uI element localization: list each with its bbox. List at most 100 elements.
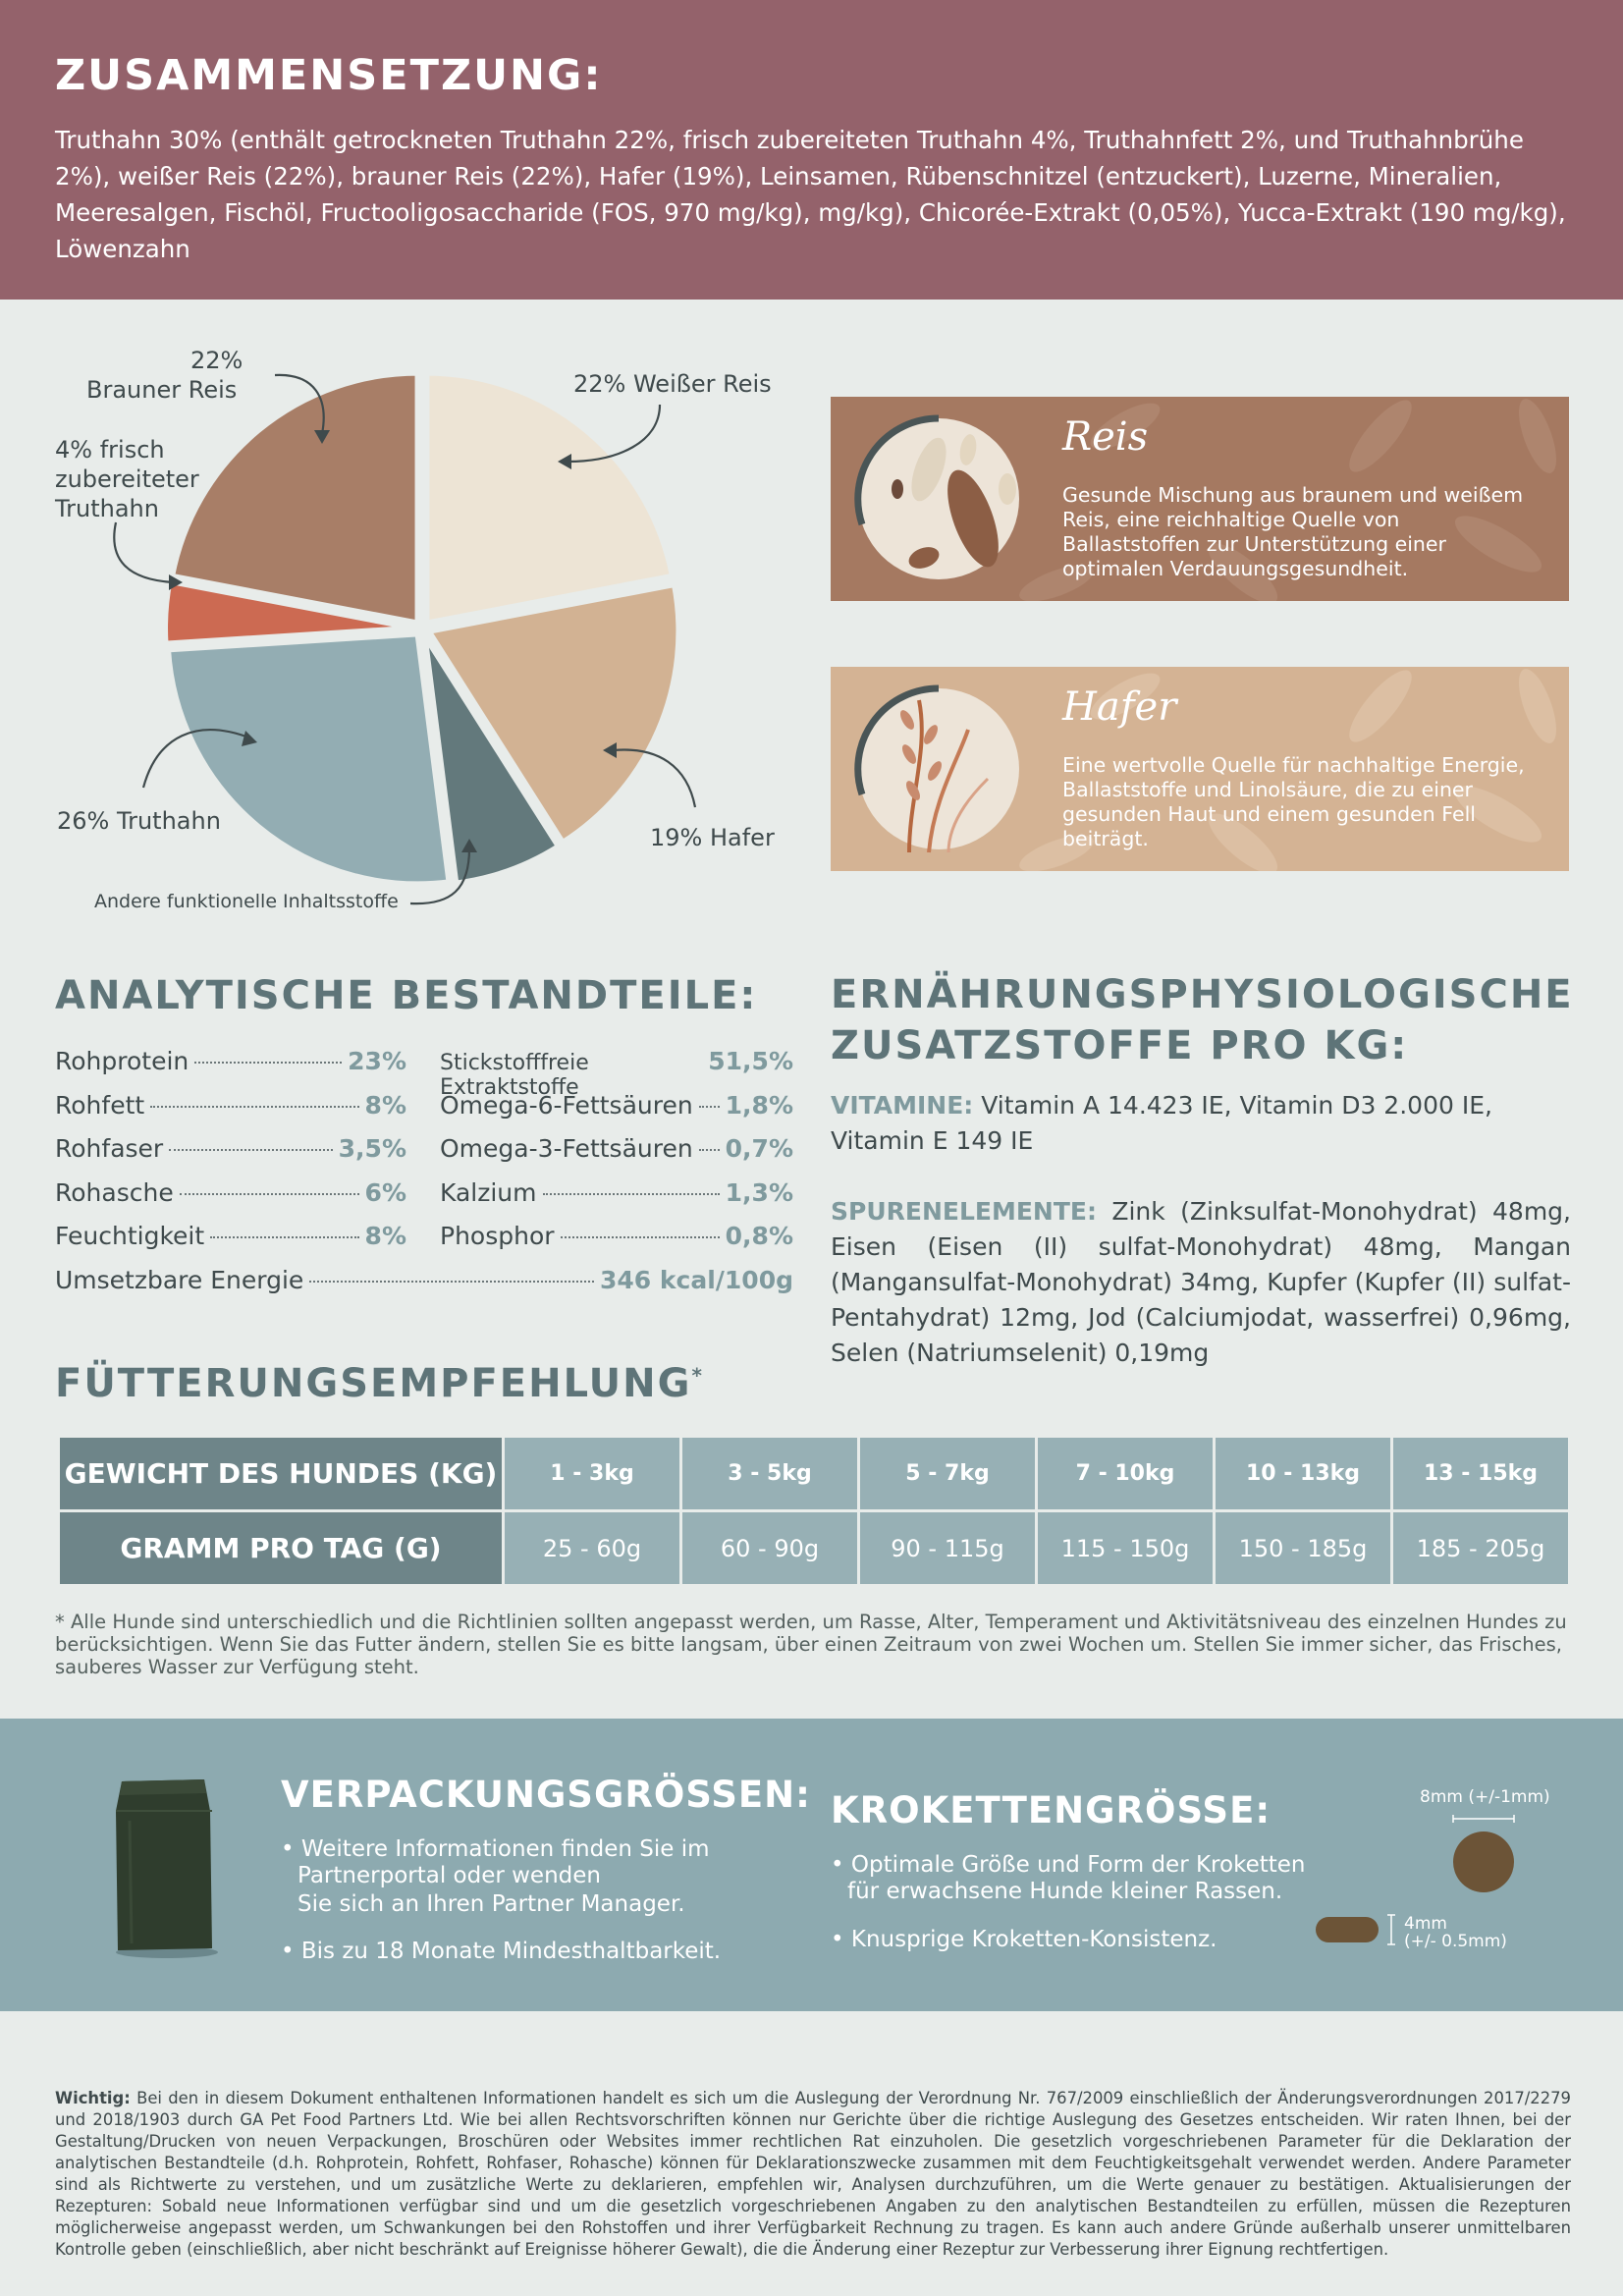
pie-slice xyxy=(423,369,676,628)
feeding-title: FÜTTERUNGSEMPFEHLUNG* xyxy=(55,1361,704,1406)
rice-icon xyxy=(854,414,1019,579)
pie-slice xyxy=(423,580,682,847)
weight-cell: 7 - 10kg xyxy=(1038,1438,1213,1509)
analytics-row: Rohprotein 23% xyxy=(55,1047,406,1075)
label-brauner-reis: Brauner Reis xyxy=(86,376,238,404)
packaging-bullet-1-line-2: Partnerportal oder wenden xyxy=(298,1863,601,1888)
analytics-value: 8% xyxy=(364,1090,406,1120)
vitamine-paragraph: VITAMINE: Vitamin A 14.423 IE, Vitamin D… xyxy=(831,1088,1571,1159)
kibble-bullet-1-line-2: für erwachsene Hunde kleiner Rassen. xyxy=(847,1879,1283,1904)
packaging-bullet-1-line-1: • Weitere Informationen finden Sie im xyxy=(281,1836,710,1862)
dot-leader xyxy=(560,1236,720,1238)
weight-cell: 10 - 13kg xyxy=(1216,1438,1390,1509)
dot-leader xyxy=(169,1149,333,1151)
card-hafer-title: Hafer xyxy=(1062,684,1177,730)
analytics-energy-value: 346 kcal/100g xyxy=(600,1266,793,1294)
card-hafer: Hafer Eine wertvolle Quelle für nachhalt… xyxy=(831,667,1569,871)
row-head-grams: GRAMM PRO TAG (G) xyxy=(60,1512,502,1584)
disclaimer-text: Bei den in diesem Dokument enthaltenen I… xyxy=(55,2089,1571,2259)
row-head-weight: GEWICHT DES HUNDES (KG) xyxy=(60,1438,502,1509)
dot-leader xyxy=(179,1192,359,1195)
weight-cell: 5 - 7kg xyxy=(860,1438,1035,1509)
arrowhead-frisch xyxy=(169,574,183,590)
analytics-name: Omega-3-Fettsäuren xyxy=(440,1134,693,1163)
feeding-asterisk: * xyxy=(691,1363,704,1388)
card-reis-title: Reis xyxy=(1062,414,1149,460)
spuren-label: SPURENELEMENTE: xyxy=(831,1197,1097,1226)
label-hafer: 19% Hafer xyxy=(650,824,775,851)
vitamine-label: VITAMINE: xyxy=(831,1091,974,1120)
pie-slice xyxy=(168,369,421,628)
ingredient-pie-chart xyxy=(162,369,682,888)
composition-title: ZUSAMMENSETZUNG: xyxy=(55,51,603,100)
card-reis-text: Gesunde Mischung aus braunem und weißem … xyxy=(1062,483,1524,580)
analytics-row: Kalzium 1,3% xyxy=(440,1178,793,1207)
pie-slice xyxy=(164,630,453,888)
analytics-row: Feuchtigkeit 8% xyxy=(55,1222,406,1250)
analytics-row: Rohfaser 3,5% xyxy=(55,1134,406,1163)
composition-header: ZUSAMMENSETZUNG: Truthahn 30% (enthält g… xyxy=(0,0,1623,300)
kibble-bullet-2: • Knusprige Kroketten-Konsistenz. xyxy=(831,1927,1217,1952)
arrow-andere xyxy=(409,847,471,905)
kibble-diagram xyxy=(1316,1815,1515,1945)
analytics-value: 1,3% xyxy=(725,1177,793,1207)
analytics-value: 3,5% xyxy=(338,1134,406,1163)
dot-leader xyxy=(542,1192,720,1195)
kibble-height-label-2: (+/- 0.5mm) xyxy=(1404,1932,1507,1951)
kibble-height-label-1: 4mm xyxy=(1404,1914,1447,1934)
vitamine-text: Vitamin A 14.423 IE, Vitamin D3 2.000 IE… xyxy=(831,1091,1492,1155)
grams-cell: 25 - 60g xyxy=(505,1512,679,1584)
analytics-name: Phosphor xyxy=(440,1222,555,1250)
disclaimer-label: Wichtig: xyxy=(55,2089,131,2107)
analytics-row: Stickstofffreie Extraktstoffe 51,5% xyxy=(440,1047,793,1100)
spuren-paragraph: SPURENELEMENTE: Zink (Zinksulfat-Monohyd… xyxy=(831,1194,1571,1371)
label-frisch-2: zubereiteter xyxy=(55,465,199,493)
feeding-title-text: FÜTTERUNGSEMPFEHLUNG xyxy=(55,1361,692,1406)
kibble-bullet-1-line-1: • Optimale Größe und Form der Kroketten xyxy=(831,1852,1306,1878)
label-andere: Andere funktionelle Inhaltsstoffe xyxy=(94,891,399,912)
analytics-value: 51,5% xyxy=(708,1047,793,1075)
weight-cell: 3 - 5kg xyxy=(682,1438,857,1509)
weight-cell: 13 - 15kg xyxy=(1393,1438,1568,1509)
grams-cell: 60 - 90g xyxy=(682,1512,857,1584)
kibble-title: KROKETTENGRÖSSE: xyxy=(831,1789,1271,1831)
label-frisch-3: Truthahn xyxy=(55,495,159,522)
arrowhead-weisser-reis xyxy=(558,454,571,469)
grams-cell: 115 - 150g xyxy=(1038,1512,1213,1584)
packaging-bullet-1-line-3: Sie sich an Ihren Partner Manager. xyxy=(298,1891,685,1917)
leaf-pattern xyxy=(1019,669,1556,871)
dot-leader xyxy=(698,1105,720,1108)
table-row-weights: GEWICHT DES HUNDES (KG) 1 - 3kg 3 - 5kg … xyxy=(60,1438,1568,1509)
label-frisch-1: 4% frisch xyxy=(55,436,165,464)
pie-slice xyxy=(421,632,564,887)
kibble-diameter-label: 8mm (+/-1mm) xyxy=(1420,1787,1550,1807)
card-hafer-text: Eine wertvolle Quelle für nachhaltige En… xyxy=(1062,753,1525,850)
packaging-band: VERPACKUNGSGRÖSSEN: • Weitere Informatio… xyxy=(0,1719,1623,2011)
food-bag-icon xyxy=(116,1779,218,1958)
additives-title-2: ZUSATZSTOFFE PRO KG: xyxy=(831,1023,1409,1068)
analytics-value: 1,8% xyxy=(725,1090,793,1120)
arrowhead-brauner-reis xyxy=(314,430,330,444)
arrowhead-hafer xyxy=(603,742,617,758)
analytics-row: Rohfett 8% xyxy=(55,1091,406,1120)
additives-title-1: ERNÄHRUNGSPHYSIOLOGISCHE xyxy=(831,972,1574,1017)
analytics-value: 8% xyxy=(364,1222,406,1250)
spuren-text: Zink (Zinksulfat-Monohydrat) 48mg, Eisen… xyxy=(831,1197,1571,1367)
label-brauner-reis-pct: 22% xyxy=(190,347,243,374)
table-row-grams: GRAMM PRO TAG (G) 25 - 60g 60 - 90g 90 -… xyxy=(60,1512,1568,1584)
dot-leader xyxy=(210,1236,359,1238)
label-weisser-reis: 22% Weißer Reis xyxy=(573,370,772,398)
dot-leader xyxy=(150,1105,359,1108)
analytics-row: Phosphor 0,8% xyxy=(440,1222,793,1250)
analytics-value: 6% xyxy=(364,1177,406,1207)
analytics-value: 23% xyxy=(348,1047,406,1075)
disclaimer: Wichtig: Bei den in diesem Dokument enth… xyxy=(55,2088,1571,2261)
analytics-name: Omega-6-Fettsäuren xyxy=(440,1090,693,1120)
arrow-frisch xyxy=(113,521,174,584)
grams-cell: 150 - 185g xyxy=(1216,1512,1390,1584)
analytics-name: Rohfaser xyxy=(55,1134,164,1163)
arrowhead-truthahn xyxy=(242,731,257,746)
arrow-weisser-reis xyxy=(567,404,662,464)
arrowhead-andere xyxy=(461,839,477,852)
analytics-name: Kalzium xyxy=(440,1177,537,1207)
